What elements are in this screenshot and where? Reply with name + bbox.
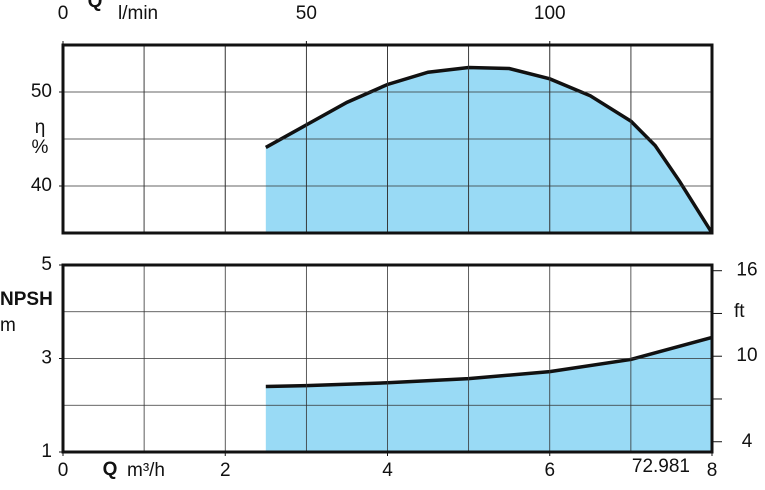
x-label-top: Q xyxy=(88,0,103,12)
plot-frame xyxy=(61,263,714,454)
x2-unit: l/min xyxy=(118,3,158,24)
y-label: η xyxy=(35,117,46,138)
y-unit: % xyxy=(32,137,49,158)
curve xyxy=(264,65,714,234)
x-tick-label: 0 xyxy=(58,460,69,481)
y-tick-label: 3 xyxy=(41,348,52,369)
y-label: NPSH xyxy=(0,289,53,310)
x-tick-label: 8 xyxy=(707,460,718,481)
y-tick-label: 50 xyxy=(31,81,52,102)
y-tick-label: 1 xyxy=(41,441,52,462)
x-tick-label: 6 xyxy=(544,460,555,481)
x-tick-label: 4 xyxy=(382,460,393,481)
area-fill xyxy=(265,337,712,452)
x2-tick-label: 100 xyxy=(534,3,566,24)
y2-tick-label: 10 xyxy=(736,345,757,366)
x2-tick-label: 50 xyxy=(296,3,317,24)
x-tick-label: 2 xyxy=(220,460,231,481)
note: 72.981 xyxy=(632,456,690,477)
y2-tick-label: 4 xyxy=(742,431,753,452)
y2-unit: ft xyxy=(734,301,745,322)
y-tick-label: 5 xyxy=(41,254,52,275)
plot-frame xyxy=(61,43,714,235)
y-unit: m xyxy=(0,315,16,336)
x-unit: m³/h xyxy=(127,460,165,481)
x-label: Q xyxy=(103,459,118,480)
y-tick-label: 40 xyxy=(31,175,52,196)
y2-tick-label: 16 xyxy=(736,260,757,281)
x2-tick-label: 0 xyxy=(58,3,69,24)
area-fill xyxy=(265,67,712,233)
